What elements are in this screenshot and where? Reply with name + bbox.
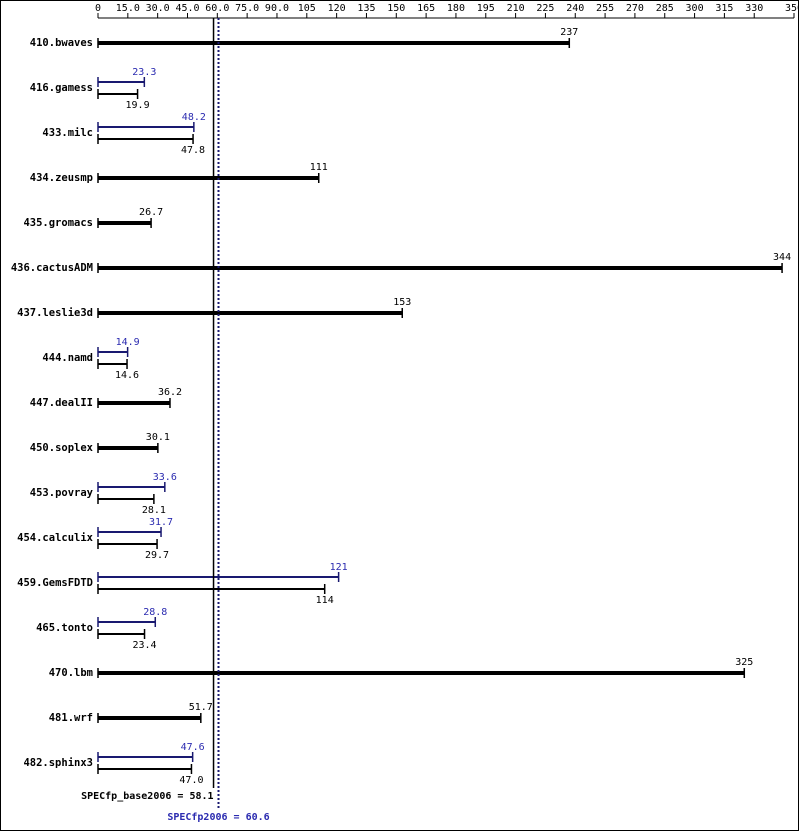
value-label: 23.3 bbox=[132, 67, 156, 78]
value-label: 23.4 bbox=[132, 640, 156, 651]
category-label: 465.tonto bbox=[36, 622, 93, 634]
x-tick-label: 350 bbox=[785, 3, 799, 14]
x-tick-label: 195 bbox=[477, 3, 495, 14]
x-tick-label: 255 bbox=[596, 3, 614, 14]
category-label: 481.wrf bbox=[49, 712, 93, 724]
category-label: 447.dealII bbox=[30, 397, 93, 409]
category-label: 482.sphinx3 bbox=[23, 757, 93, 769]
x-tick-label: 30.0 bbox=[146, 3, 170, 14]
value-label: 47.6 bbox=[181, 742, 205, 753]
value-label: 111 bbox=[310, 162, 328, 173]
value-label: 33.6 bbox=[153, 472, 177, 483]
category-label: 454.calculix bbox=[17, 532, 94, 544]
category-label: 437.leslie3d bbox=[17, 307, 93, 319]
value-label: 36.2 bbox=[158, 387, 182, 398]
category-label: 410.bwaves bbox=[30, 37, 93, 49]
category-label: 459.GemsFDTD bbox=[17, 577, 93, 589]
x-tick-label: 300 bbox=[686, 3, 704, 14]
value-label: 14.9 bbox=[116, 337, 140, 348]
value-label: 29.7 bbox=[145, 550, 169, 561]
x-tick-label: 90.0 bbox=[265, 3, 289, 14]
value-label: 47.0 bbox=[179, 775, 203, 786]
value-label: 114 bbox=[316, 595, 334, 606]
x-tick-label: 15.0 bbox=[116, 3, 140, 14]
value-label: 153 bbox=[393, 297, 411, 308]
value-label: 31.7 bbox=[149, 517, 173, 528]
value-label: 237 bbox=[560, 27, 578, 38]
x-tick-label: 105 bbox=[298, 3, 316, 14]
x-tick-label: 180 bbox=[447, 3, 465, 14]
x-tick-label: 120 bbox=[328, 3, 346, 14]
x-tick-label: 315 bbox=[715, 3, 733, 14]
category-label: 436.cactusADM bbox=[11, 262, 93, 274]
value-label: 19.9 bbox=[126, 100, 150, 111]
value-label: 26.7 bbox=[139, 207, 163, 218]
x-tick-label: 150 bbox=[387, 3, 405, 14]
x-tick-label: 330 bbox=[745, 3, 763, 14]
category-label: 416.gamess bbox=[30, 82, 93, 94]
value-label: 28.8 bbox=[143, 607, 167, 618]
x-tick-label: 45.0 bbox=[175, 3, 199, 14]
value-label: 30.1 bbox=[146, 432, 170, 443]
x-tick-label: 225 bbox=[536, 3, 554, 14]
category-label: 450.soplex bbox=[30, 442, 94, 454]
value-label: 28.1 bbox=[142, 505, 166, 516]
category-label: 453.povray bbox=[30, 487, 94, 499]
x-tick-label: 270 bbox=[626, 3, 644, 14]
value-label: 48.2 bbox=[182, 112, 206, 123]
x-tick-label: 0 bbox=[95, 3, 101, 14]
value-label: 51.7 bbox=[189, 702, 213, 713]
value-label: 14.6 bbox=[115, 370, 139, 381]
value-label: 325 bbox=[735, 657, 753, 668]
x-tick-label: 60.0 bbox=[205, 3, 229, 14]
x-tick-label: 285 bbox=[656, 3, 674, 14]
x-tick-label: 210 bbox=[507, 3, 525, 14]
category-label: 433.milc bbox=[42, 127, 93, 139]
category-label: 435.gromacs bbox=[23, 217, 93, 229]
reference-label: SPECfp_base2006 = 58.1 bbox=[81, 791, 213, 802]
category-label: 470.lbm bbox=[49, 667, 93, 679]
category-label: 434.zeusmp bbox=[30, 172, 93, 184]
value-label: 121 bbox=[330, 562, 348, 573]
x-tick-label: 240 bbox=[566, 3, 584, 14]
value-label: 344 bbox=[773, 252, 791, 263]
x-tick-label: 135 bbox=[357, 3, 375, 14]
category-label: 444.namd bbox=[42, 352, 93, 364]
reference-label: SPECfp2006 = 60.6 bbox=[167, 812, 269, 823]
value-label: 47.8 bbox=[181, 145, 205, 156]
x-tick-label: 75.0 bbox=[235, 3, 259, 14]
x-tick-label: 165 bbox=[417, 3, 435, 14]
